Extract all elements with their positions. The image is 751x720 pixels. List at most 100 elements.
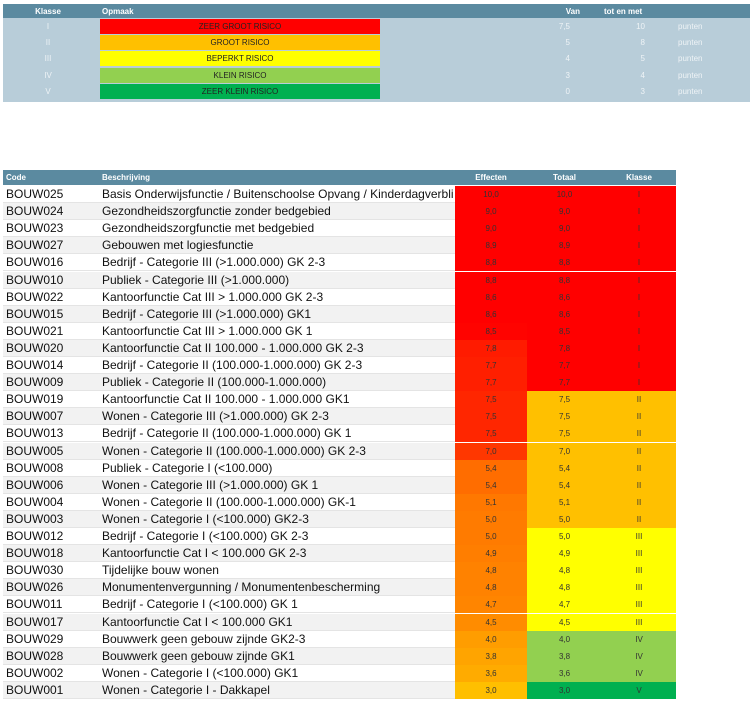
row-class: III (602, 528, 676, 546)
legend-to: 4 (640, 70, 645, 80)
row-class: I (602, 305, 676, 323)
row-total: 7,7 (527, 357, 602, 375)
row-total: 7,0 (527, 442, 602, 460)
row-code: BOUW021 (3, 322, 100, 340)
legend-from: 3 (565, 70, 570, 80)
row-description: Kantoorfunctie Cat I < 100.000 GK1 (100, 613, 455, 631)
row-total: 8,8 (527, 271, 602, 289)
row-code: BOUW022 (3, 288, 100, 306)
row-code: BOUW012 (3, 528, 100, 546)
row-class: I (602, 288, 676, 306)
row-effects: 4,8 (455, 579, 527, 597)
row-total: 4,0 (527, 630, 602, 648)
legend-class: V (45, 86, 51, 96)
legend-format: KLEIN RISICO (100, 67, 380, 83)
row-effects: 7,0 (455, 442, 527, 460)
row-effects: 7,7 (455, 357, 527, 375)
row-effects: 10,0 (455, 186, 527, 204)
row-code: BOUW020 (3, 339, 100, 357)
row-description: Bedrijf - Categorie III (>1.000.000) GK … (100, 254, 455, 272)
row-class: I (602, 271, 676, 289)
row-effects: 7,7 (455, 374, 527, 392)
legend-format: GROOT RISICO (100, 35, 380, 51)
legend-format: ZEER KLEIN RISICO (100, 83, 380, 99)
row-class: I (602, 220, 676, 238)
row-total: 8,8 (527, 254, 602, 272)
legend-header: Klasse (35, 6, 61, 16)
row-description: Wonen - Categorie I (<100.000) GK2-3 (100, 510, 455, 528)
legend-class: II (45, 38, 51, 48)
row-effects: 5,4 (455, 476, 527, 494)
row-total: 7,8 (527, 339, 602, 357)
legend-to: 3 (640, 86, 645, 96)
row-class: IV (602, 630, 676, 648)
row-class: II (602, 425, 676, 443)
legend-unit: punten (678, 86, 703, 96)
row-effects: 7,5 (455, 425, 527, 443)
row-effects: 8,9 (455, 237, 527, 255)
row-code: BOUW003 (3, 510, 100, 528)
row-description: Bedrijf - Categorie III (>1.000.000) GK1 (100, 305, 455, 323)
row-description: Wonen - Categorie II (100.000-1.000.000)… (100, 442, 455, 460)
row-code: BOUW017 (3, 613, 100, 631)
row-class: II (602, 476, 676, 494)
row-class: I (602, 339, 676, 357)
row-description: Publiek - Categorie I (<100.000) (100, 459, 455, 477)
legend-to: 8 (640, 38, 645, 48)
row-code: BOUW009 (3, 374, 100, 392)
row-class: I (602, 186, 676, 204)
row-class: II (602, 510, 676, 528)
row-description: Bedrijf - Categorie II (100.000-1.000.00… (100, 425, 455, 443)
legend-unit: punten (678, 22, 703, 31)
row-effects: 7,5 (455, 408, 527, 426)
row-total: 4,9 (527, 545, 602, 563)
row-description: Publiek - Categorie III (>1.000.000) (100, 271, 455, 289)
row-total: 4,8 (527, 579, 602, 597)
row-class: I (602, 374, 676, 392)
row-description: Bedrijf - Categorie I (<100.000) GK 1 (100, 596, 455, 614)
row-class: II (602, 459, 676, 477)
row-code: BOUW018 (3, 545, 100, 563)
row-class: IV (602, 647, 676, 665)
row-total: 5,1 (527, 493, 602, 511)
row-class: III (602, 613, 676, 631)
row-class: III (602, 579, 676, 597)
row-total: 5,0 (527, 510, 602, 528)
row-description: Publiek - Categorie II (100.000-1.000.00… (100, 374, 455, 392)
row-code: BOUW006 (3, 476, 100, 494)
row-effects: 9,0 (455, 220, 527, 238)
row-description: Wonen - Categorie III (>1.000.000) GK 1 (100, 476, 455, 494)
row-class: I (602, 254, 676, 272)
row-total: 10,0 (527, 186, 602, 204)
legend-unit: punten (678, 38, 703, 48)
row-code: BOUW030 (3, 562, 100, 580)
row-class: III (602, 545, 676, 563)
row-description: Bedrijf - Categorie II (100.000-1.000.00… (100, 357, 455, 375)
row-code: BOUW024 (3, 203, 100, 221)
row-description: Monumentenvergunning / Monumentenbescher… (100, 579, 455, 597)
row-effects: 9,0 (455, 203, 527, 221)
legend-header: Van (565, 6, 580, 16)
row-description: Bedrijf - Categorie I (<100.000) GK 2-3 (100, 528, 455, 546)
table-header: Klasse (626, 173, 652, 182)
table-header: Beschrijving (102, 173, 151, 182)
row-code: BOUW007 (3, 408, 100, 426)
row-total: 8,5 (527, 322, 602, 340)
legend-to: 5 (640, 54, 645, 64)
row-effects: 3,8 (455, 647, 527, 665)
row-description: Kantoorfunctie Cat II 100.000 - 1.000.00… (100, 391, 455, 409)
row-description: Kantoorfunctie Cat III > 1.000.000 GK 2-… (100, 288, 455, 306)
legend-from: 5 (565, 38, 570, 48)
row-effects: 7,5 (455, 391, 527, 409)
row-description: Wonen - Categorie II (100.000-1.000.000)… (100, 493, 455, 511)
legend-class: IV (44, 70, 52, 80)
legend-format: ZEER GROOT RISICO (100, 19, 380, 34)
row-code: BOUW008 (3, 459, 100, 477)
row-description: Basis Onderwijsfunctie / Buitenschoolse … (100, 186, 455, 204)
row-class: III (602, 562, 676, 580)
row-code: BOUW015 (3, 305, 100, 323)
row-effects: 7,8 (455, 339, 527, 357)
row-class: II (602, 408, 676, 426)
row-effects: 8,8 (455, 254, 527, 272)
